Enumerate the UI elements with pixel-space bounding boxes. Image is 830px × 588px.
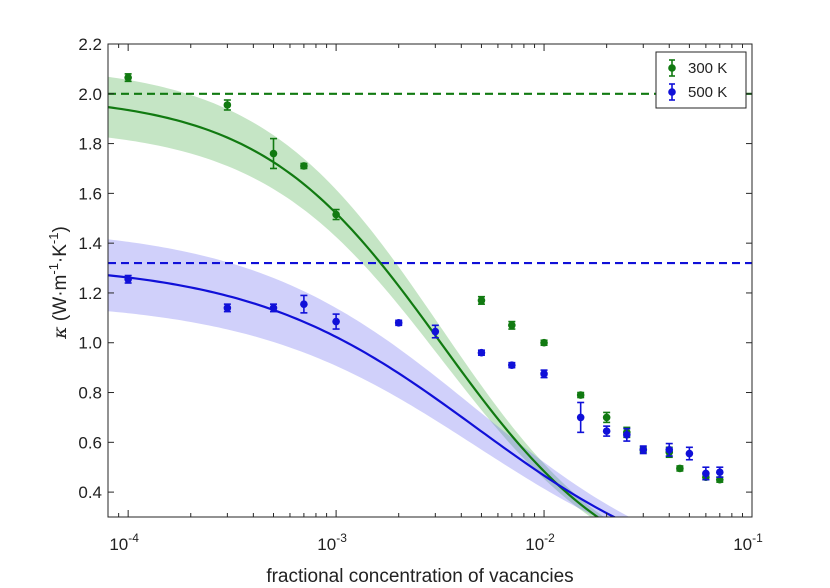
x-tick-label: 10-4 <box>109 531 139 554</box>
marker <box>124 275 132 284</box>
marker <box>602 427 611 435</box>
marker <box>477 348 486 357</box>
point-500k <box>685 446 694 461</box>
y-tick-label: 2.0 <box>78 85 102 104</box>
uncertainty-bands <box>108 76 630 517</box>
y-tick-label: 1.0 <box>78 334 102 353</box>
marker <box>431 327 440 336</box>
point-500k <box>477 348 486 357</box>
point-300k <box>540 338 548 347</box>
data-points <box>124 73 724 484</box>
point-500k <box>540 369 548 379</box>
point-300k <box>676 464 684 473</box>
y-tick-label: 0.6 <box>78 433 102 452</box>
fit-curve-300k <box>108 106 600 517</box>
marker <box>269 149 278 158</box>
marker <box>223 304 232 312</box>
legend-box <box>655 51 747 109</box>
y-tick-label: 0.4 <box>78 483 102 502</box>
marker <box>477 296 486 305</box>
marker <box>394 319 403 327</box>
marker <box>715 468 724 476</box>
marker <box>300 300 308 308</box>
plot-frame <box>107 43 753 518</box>
point-500k <box>300 294 308 314</box>
legend-marker <box>668 64 676 72</box>
band-300k <box>108 76 604 517</box>
y-tick-label: 0.8 <box>78 384 102 403</box>
y-tick-label: 1.2 <box>78 284 102 303</box>
axes: 0.4 0.6 0.8 1.0 1.2 1.4 1.6 1.8 2.0 2.2 10-4 10-3 10… <box>46 35 763 587</box>
point-300k <box>332 208 340 221</box>
x-tick-label: 10-2 <box>525 531 555 554</box>
legend: 300 K 500 K <box>655 51 747 109</box>
point-500k <box>639 445 648 455</box>
marker <box>639 445 648 454</box>
y-tick-label: 1.4 <box>78 234 102 253</box>
marker <box>223 101 232 109</box>
point-300k <box>124 73 132 83</box>
marker <box>508 321 516 330</box>
point-500k <box>602 425 611 437</box>
marker <box>623 431 631 439</box>
marker <box>332 210 340 219</box>
point-500k <box>124 274 132 284</box>
marker <box>508 361 516 369</box>
point-500k <box>702 466 710 481</box>
y-tick-label: 1.6 <box>78 184 102 203</box>
legend-label: 500 K <box>688 84 727 101</box>
marker <box>300 162 308 170</box>
point-500k <box>223 303 232 313</box>
legend-label: 300 K <box>688 60 727 77</box>
fit-curves <box>108 106 617 517</box>
point-500k <box>715 466 724 478</box>
point-500k <box>394 319 403 327</box>
band-500k <box>108 239 630 517</box>
y-tick-label: 1.8 <box>78 135 102 154</box>
x-tick-label: 10-3 <box>317 531 347 554</box>
point-300k <box>602 411 611 424</box>
point-500k <box>508 361 516 369</box>
point-300k <box>508 320 516 330</box>
x-tick-label: 10-1 <box>733 531 763 554</box>
point-500k <box>269 303 278 313</box>
y-tick-label: 2.2 <box>78 35 102 54</box>
marker <box>676 464 684 473</box>
marker <box>124 73 132 82</box>
marker <box>685 449 694 458</box>
point-500k <box>665 442 674 457</box>
marker <box>332 317 340 326</box>
x-axis-title: fractional concentration of vacancies <box>266 566 573 587</box>
marker <box>540 338 548 347</box>
legend-marker <box>668 88 676 96</box>
point-300k <box>300 162 308 170</box>
point-500k <box>332 313 340 330</box>
y-axis-title: κ (W·m-1·K-1) <box>46 226 71 340</box>
marker <box>602 413 611 422</box>
marker <box>576 391 585 399</box>
marker <box>540 370 548 378</box>
point-500k <box>431 324 440 339</box>
point-300k <box>576 391 585 399</box>
point-300k <box>477 295 486 305</box>
marker <box>576 413 585 422</box>
point-300k <box>223 99 232 111</box>
marker <box>269 304 278 312</box>
point-500k <box>623 427 631 442</box>
point-500k <box>576 401 585 434</box>
point-300k <box>269 137 278 170</box>
fit-curve-500k <box>108 274 617 517</box>
marker <box>665 445 674 454</box>
marker <box>702 469 710 478</box>
legend-entry-300k: 300 K <box>668 59 727 77</box>
legend-entry-500k: 500 K <box>668 83 727 101</box>
reference-lines <box>108 92 752 265</box>
